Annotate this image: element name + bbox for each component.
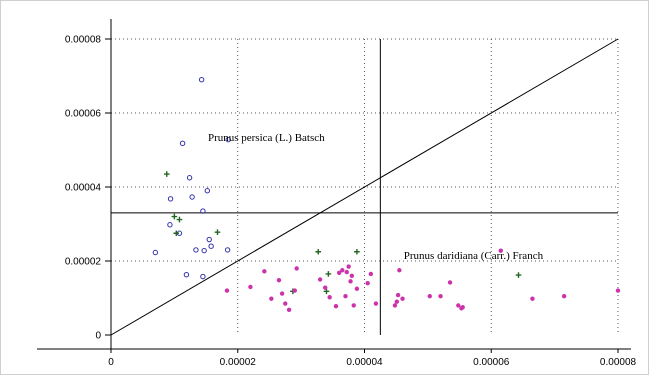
y-tick-label: 0.00004 — [65, 183, 102, 194]
data-point-plus — [325, 271, 332, 277]
data-point-dot — [498, 248, 503, 253]
y-tick-label: 0 — [95, 331, 101, 342]
x-tick-label: 0.00006 — [473, 357, 510, 368]
data-point-plus — [515, 272, 522, 278]
data-point-dot — [351, 303, 356, 308]
data-point-dot — [346, 264, 351, 269]
y-tick-label: 0.00002 — [65, 257, 102, 268]
data-point-dot — [269, 296, 274, 301]
data-point-dot — [333, 303, 339, 309]
data-point-open-circle — [186, 175, 193, 181]
data-point-open-circle — [208, 243, 214, 249]
data-point-dot — [365, 281, 370, 286]
data-point-dot — [530, 296, 535, 301]
data-point-dot — [344, 269, 349, 275]
data-point-dot — [392, 303, 398, 308]
data-point-plus — [315, 248, 322, 255]
data-point-dot — [340, 268, 345, 273]
y-tick-label: 0.00006 — [65, 109, 102, 120]
data-point-dot — [456, 303, 461, 308]
data-point-open-circle — [189, 194, 195, 200]
data-point-open-circle — [224, 247, 231, 253]
data-point-open-circle — [179, 140, 186, 147]
data-point-dot — [561, 293, 567, 299]
data-point-dot — [292, 288, 297, 293]
data-point-dot — [323, 285, 328, 290]
data-point-open-circle — [200, 273, 206, 280]
data-point-dot — [283, 301, 288, 306]
data-point-plus — [176, 216, 183, 223]
data-point-plus — [323, 288, 330, 295]
data-point-open-circle — [167, 222, 173, 228]
data-point-dot — [400, 296, 405, 301]
data-point-dot — [348, 279, 353, 284]
data-point-dot — [343, 293, 348, 299]
x-tick-label: 0.00008 — [600, 357, 637, 368]
data-point-dot — [248, 284, 253, 290]
data-point-dot — [262, 269, 267, 274]
data-point-open-circle — [193, 247, 199, 253]
annotation-label: Prunus persica (L.) Batsch — [208, 132, 325, 144]
data-point-dot — [286, 307, 292, 313]
data-point-plus — [173, 230, 180, 237]
data-point-dot — [317, 277, 323, 282]
reference-line-diagonal — [110, 38, 619, 336]
data-point-dot — [336, 270, 342, 276]
data-point-dot — [394, 299, 400, 304]
data-point-open-circle — [225, 136, 231, 143]
data-point-plus — [163, 171, 170, 177]
x-tick-label: 0.00002 — [220, 357, 257, 368]
data-point-plus — [214, 229, 221, 235]
data-point-dot — [397, 268, 402, 273]
x-tick-label: 0.00004 — [346, 357, 383, 368]
data-point-dot — [395, 292, 401, 298]
data-point-open-circle — [183, 271, 190, 278]
data-point-dot — [438, 293, 443, 299]
data-point-open-circle — [200, 208, 206, 214]
data-point-dot — [349, 273, 355, 278]
data-point-dot — [276, 278, 282, 283]
data-point-open-circle — [152, 249, 159, 256]
x-tick-label: 0 — [108, 357, 114, 368]
data-point-plus — [171, 213, 178, 220]
data-point-dot — [279, 291, 285, 296]
y-tick-label: 0.00008 — [65, 35, 102, 46]
data-point-dot — [460, 305, 465, 310]
annotation-label: Prunus daridiana (Carr.) Franch — [404, 250, 544, 262]
data-point-open-circle — [201, 247, 207, 254]
data-point-plus — [354, 248, 360, 255]
data-point-dot — [224, 288, 230, 293]
data-point-dot — [427, 293, 432, 299]
data-point-dot — [373, 301, 379, 306]
data-point-dot — [615, 288, 621, 293]
data-point-open-circle — [167, 196, 174, 202]
data-point-dot — [294, 266, 299, 271]
data-point-dot — [447, 280, 453, 285]
data-point-open-circle — [198, 77, 205, 83]
data-point-dot — [354, 286, 360, 291]
data-point-dot — [327, 295, 332, 300]
data-point-dot — [368, 271, 374, 277]
data-point-open-circle — [206, 236, 212, 243]
data-point-open-circle — [204, 188, 211, 194]
